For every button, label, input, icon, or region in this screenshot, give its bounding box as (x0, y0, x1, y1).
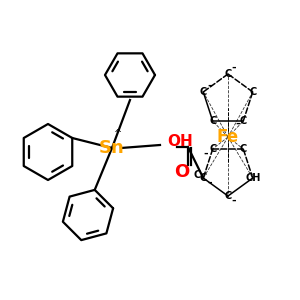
Text: C: C (240, 116, 247, 126)
Text: C: C (224, 191, 232, 201)
Text: O: O (174, 163, 190, 181)
Text: C: C (209, 144, 216, 154)
Text: C: C (200, 87, 207, 97)
Text: -: - (207, 81, 211, 91)
Text: C: C (224, 69, 232, 79)
Text: C: C (200, 173, 207, 183)
Text: ^: ^ (114, 129, 122, 139)
Text: -: - (207, 178, 211, 188)
Text: Fe: Fe (217, 128, 239, 146)
Text: Sn: Sn (99, 139, 125, 157)
Text: -: - (232, 63, 236, 73)
Text: -: - (235, 119, 240, 129)
Text: C: C (249, 87, 256, 97)
Text: -: - (203, 149, 208, 159)
Text: OH: OH (167, 134, 193, 149)
Text: -: - (232, 196, 236, 206)
Text: C: C (240, 144, 247, 154)
Text: C: C (209, 116, 216, 126)
Text: CH: CH (245, 173, 260, 183)
Text: C: C (194, 170, 201, 180)
